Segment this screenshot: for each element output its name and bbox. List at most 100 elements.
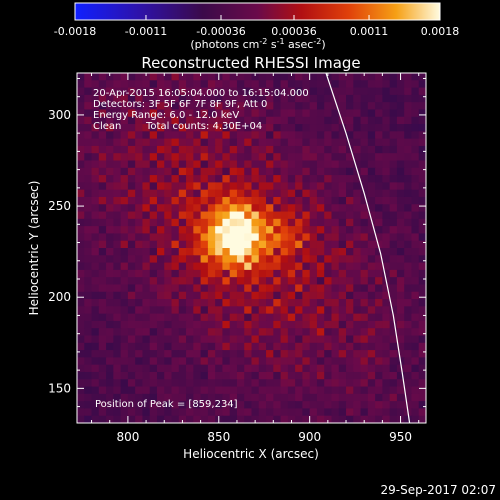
heatmap-pixel: [215, 116, 224, 125]
heatmap-pixel: [120, 371, 129, 380]
heatmap-pixel: [382, 116, 391, 125]
heatmap-pixel: [106, 124, 114, 132]
heatmap-pixel: [251, 116, 260, 125]
heatmap-pixel: [360, 328, 369, 337]
heatmap-pixel: [324, 124, 333, 132]
heatmap-pixel: [258, 233, 267, 242]
heatmap-pixel: [149, 291, 158, 300]
heatmap-pixel: [77, 109, 85, 118]
heatmap-pixel: [375, 87, 383, 96]
heatmap-pixel: [215, 182, 224, 191]
heatmap-pixel: [295, 182, 303, 191]
heatmap-pixel: [346, 226, 354, 235]
heatmap-pixel: [215, 226, 224, 235]
heatmap-pixel: [207, 313, 216, 322]
heatmap-pixel: [229, 269, 238, 278]
heatmap-pixel: [309, 335, 318, 344]
heatmap-pixel: [171, 248, 180, 256]
heatmap-pixel: [215, 386, 224, 395]
heatmap-pixel: [309, 116, 318, 125]
heatmap-pixel: [411, 94, 420, 103]
heatmap-pixel: [389, 73, 398, 81]
heatmap-pixel: [302, 415, 311, 423]
heatmap-pixel: [389, 153, 398, 162]
heatmap-pixel: [316, 335, 325, 344]
heatmap-pixel: [418, 94, 426, 103]
heatmap-pixel: [244, 255, 253, 264]
heatmap-pixel: [164, 211, 173, 220]
heatmap-pixel: [389, 102, 398, 111]
heatmap-pixel: [346, 306, 354, 315]
heatmap-pixel: [295, 175, 303, 183]
heatmap-pixel: [91, 167, 100, 176]
heatmap-pixel: [316, 211, 325, 220]
heatmap-pixel: [135, 204, 144, 213]
heatmap-pixel: [98, 255, 107, 264]
heatmap-pixel: [302, 328, 311, 337]
heatmap-pixel: [84, 284, 93, 293]
heatmap-pixel: [171, 102, 180, 111]
heatmap-pixel: [193, 102, 202, 111]
heatmap-pixel: [215, 196, 224, 205]
heatmap-pixel: [389, 196, 398, 205]
heatmap-pixel: [251, 277, 260, 286]
heatmap-pixel: [309, 415, 318, 423]
heatmap-pixel: [266, 240, 274, 249]
heatmap-pixel: [367, 401, 376, 410]
heatmap-pixel: [295, 415, 303, 423]
heatmap-pixel: [156, 94, 165, 103]
heatmap-pixel: [302, 306, 311, 315]
heatmap-pixel: [375, 218, 383, 227]
heatmap-pixel: [331, 320, 340, 329]
heatmap-pixel: [77, 73, 85, 81]
heatmap-pixel: [222, 94, 231, 103]
heatmap-pixel: [309, 320, 318, 329]
heatmap-pixel: [251, 408, 260, 417]
heatmap-pixel: [389, 284, 398, 293]
heatmap-pixel: [360, 233, 369, 242]
heatmap-pixel: [113, 342, 122, 351]
heatmap-pixel: [98, 153, 107, 162]
heatmap-pixel: [91, 320, 100, 329]
heatmap-pixel: [287, 124, 296, 132]
heatmap-pixel: [375, 269, 383, 278]
heatmap-pixel: [77, 415, 85, 423]
heatmap-pixel: [207, 284, 216, 293]
heatmap-pixel: [360, 226, 369, 235]
heatmap-pixel: [106, 408, 114, 417]
heatmap-pixel: [295, 218, 303, 227]
colorbar-gradient: [75, 3, 440, 20]
heatmap-pixel: [309, 255, 318, 264]
heatmap-pixel: [360, 211, 369, 220]
heatmap-pixel: [418, 175, 426, 183]
heatmap-pixel: [142, 240, 151, 249]
heatmap-pixel: [113, 357, 122, 366]
heatmap-pixel: [302, 204, 311, 213]
heatmap-pixel: [229, 299, 238, 307]
heatmap-pixel: [346, 284, 354, 293]
heatmap-pixel: [98, 109, 107, 118]
heatmap-pixel: [229, 175, 238, 183]
heatmap-pixel: [375, 248, 383, 256]
heatmap-pixel: [273, 226, 282, 235]
heatmap-pixel: [418, 364, 426, 373]
heatmap-pixel: [382, 167, 391, 176]
heatmap-pixel: [404, 350, 413, 358]
heatmap-pixel: [404, 189, 413, 198]
heatmap-pixel: [280, 153, 289, 162]
heatmap-pixel: [193, 211, 202, 220]
heatmap-pixel: [127, 284, 136, 293]
heatmap-pixel: [215, 342, 224, 351]
heatmap-pixel: [273, 401, 282, 410]
heatmap-pixel: [135, 73, 144, 81]
heatmap-pixel: [338, 182, 347, 191]
heatmap-pixel: [360, 145, 369, 154]
heatmap-pixel: [193, 145, 202, 154]
heatmap-pixel: [127, 269, 136, 278]
colorbar-frame: [74, 2, 441, 21]
heatmap-pixel: [222, 291, 231, 300]
heatmap-pixel: [156, 350, 165, 358]
heatmap-pixel: [389, 262, 398, 271]
heatmap-pixel: [251, 175, 260, 183]
heatmap-pixel: [77, 306, 85, 315]
